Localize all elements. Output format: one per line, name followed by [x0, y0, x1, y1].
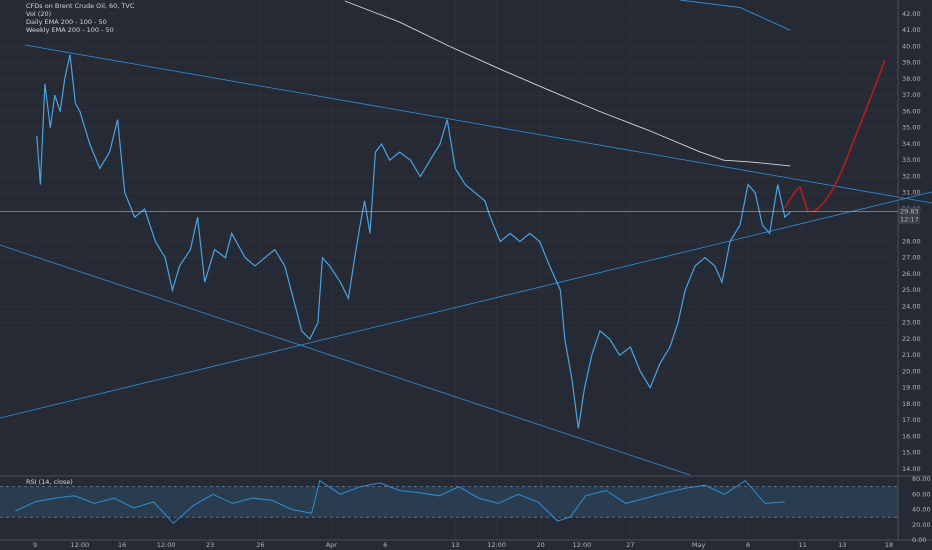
price-line [344, 0, 791, 167]
y-tick-label: 32.00 [902, 172, 921, 180]
x-tick-label: 6 [746, 541, 750, 549]
y-tick-label: 38.00 [902, 75, 921, 83]
y-tick-label: 35.00 [902, 124, 921, 132]
rsi-tick-label: 40.00 [912, 506, 931, 514]
x-tick-label: Apr [326, 541, 338, 549]
last-price-label: 29.83 [900, 208, 919, 216]
y-tick-label: 25.00 [902, 286, 921, 294]
x-tick-label: 9 [33, 541, 37, 549]
y-tick-label: 21.00 [902, 351, 921, 359]
y-tick-label: 23.00 [902, 319, 921, 327]
chart-title: CFDs on Brent Crude Oil, 60, TVC [26, 2, 135, 10]
y-tick-label: 34.00 [902, 140, 921, 148]
legend-line: Daily EMA 200 - 100 - 50 [26, 18, 107, 26]
x-tick-label: 23 [206, 541, 214, 549]
rsi-tick-label: 80.00 [912, 475, 931, 483]
trend-line [0, 244, 691, 476]
y-tick-label: 24.00 [902, 302, 921, 310]
drawn-arrow [784, 59, 886, 213]
x-tick-label: 6 [383, 541, 387, 549]
y-tick-label: 37.00 [902, 91, 921, 99]
y-tick-label: 40.00 [902, 42, 921, 50]
legend-line: Weekly EMA 200 - 100 - 50 [26, 26, 114, 34]
x-tick-label: 12:00 [487, 541, 506, 549]
y-tick-label: 28.00 [902, 237, 921, 245]
y-tick-label: 20.00 [902, 367, 921, 375]
x-tick-label: 18 [885, 541, 893, 549]
legend-line: Vol (20) [26, 10, 51, 18]
x-tick-label: 16 [118, 541, 126, 549]
y-tick-label: 42.00 [902, 10, 921, 18]
rsi-line [15, 479, 785, 524]
x-tick-label: May [692, 541, 706, 549]
price-line [679, 0, 791, 31]
x-tick-label: 12:00 [573, 541, 592, 549]
x-tick-label: 13 [838, 541, 846, 549]
rsi-tick-label: 0.00 [912, 536, 926, 544]
grid-layer [0, 0, 898, 540]
y-tick-label: 14.00 [902, 465, 921, 473]
x-tick-label: 12:00 [157, 541, 176, 549]
trend-line [24, 44, 932, 204]
last-price-box [898, 207, 920, 225]
x-tick-label: 27 [626, 541, 634, 549]
y-tick-label: 18.00 [902, 400, 921, 408]
y-tick-label: 17.00 [902, 416, 921, 424]
price-line [36, 54, 791, 429]
y-tick-label: 19.00 [902, 384, 921, 392]
x-tick-label: 11 [799, 541, 807, 549]
trend-line [0, 191, 932, 419]
x-tick-label: 26 [256, 541, 264, 549]
y-tick-label: 31.00 [902, 189, 921, 197]
y-tick-label: 36.00 [902, 107, 921, 115]
y-tick-label: 26.00 [902, 270, 921, 278]
y-tick-label: 33.00 [902, 156, 921, 164]
rsi-tick-label: 60.00 [912, 490, 931, 498]
x-tick-label: 12:00 [71, 541, 90, 549]
y-tick-label: 16.00 [902, 432, 921, 440]
x-tick-label: 20 [536, 541, 544, 549]
y-tick-label: 15.00 [902, 449, 921, 457]
countdown-label: 12:17 [900, 216, 919, 224]
y-tick-label: 41.00 [902, 26, 921, 34]
y-tick-label: 22.00 [902, 335, 921, 343]
rsi-title: RSI (14, close) [26, 478, 73, 486]
y-tick-label: 39.00 [902, 59, 921, 67]
y-tick-label: 27.00 [902, 254, 921, 262]
x-tick-label: 13 [451, 541, 459, 549]
rsi-tick-label: 20.00 [912, 521, 931, 529]
